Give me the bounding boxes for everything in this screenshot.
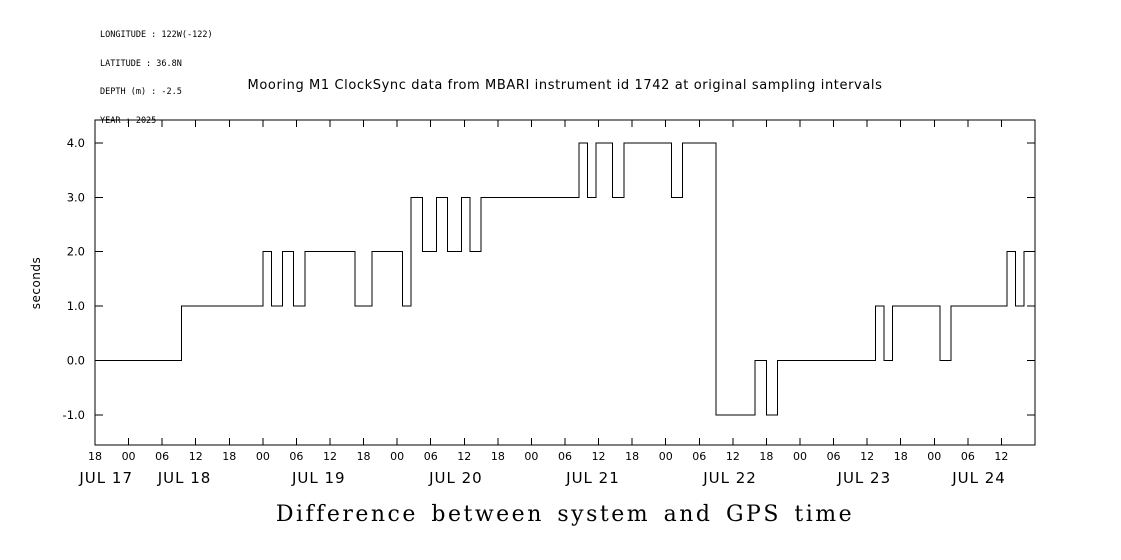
x-day-label: JUL 23 bbox=[837, 469, 892, 487]
x-tick-label: 00 bbox=[122, 450, 136, 463]
x-tick-label: 06 bbox=[155, 450, 169, 463]
x-tick-label: 06 bbox=[289, 450, 303, 463]
x-tick-label: 06 bbox=[961, 450, 975, 463]
x-day-label: JUL 22 bbox=[702, 469, 757, 487]
y-tick-label: -1.0 bbox=[63, 408, 85, 422]
x-tick-label: 12 bbox=[457, 450, 471, 463]
x-tick-label: 00 bbox=[256, 450, 270, 463]
clock-offset-step-line bbox=[95, 142, 1035, 416]
x-tick-label: 12 bbox=[189, 450, 203, 463]
x-tick-label: 00 bbox=[793, 450, 807, 463]
x-day-label: JUL 21 bbox=[565, 469, 620, 487]
plot-frame bbox=[94, 119, 1036, 446]
x-day-label: JUL 19 bbox=[291, 469, 346, 487]
info-latitude: LATITUDE : 36.8N bbox=[100, 58, 182, 69]
x-tick-label: 12 bbox=[860, 450, 874, 463]
y-tick-label: 1.0 bbox=[67, 299, 85, 313]
x-tick-label: 06 bbox=[692, 450, 706, 463]
x-day-label: JUL 24 bbox=[951, 469, 1006, 487]
x-tick-label: 18 bbox=[894, 450, 908, 463]
x-day-label: JUL 18 bbox=[157, 469, 212, 487]
y-tick-label: 4.0 bbox=[67, 136, 85, 150]
info-longitude: LONGITUDE : 122W(-122) bbox=[100, 30, 213, 40]
x-tick-label: 18 bbox=[491, 450, 505, 463]
x-day-label: JUL 17 bbox=[78, 469, 133, 487]
y-tick-label: 0.0 bbox=[67, 354, 85, 368]
chart-title: Mooring M1 ClockSync data from MBARI ins… bbox=[247, 78, 883, 93]
x-tick-label: 18 bbox=[625, 450, 639, 463]
x-tick-label: 12 bbox=[323, 450, 337, 463]
x-tick-label: 18 bbox=[759, 450, 773, 463]
x-tick-label: 06 bbox=[827, 450, 841, 463]
x-tick-label: 12 bbox=[726, 450, 740, 463]
x-tick-label: 12 bbox=[592, 450, 606, 463]
x-tick-label: 12 bbox=[994, 450, 1008, 463]
info-depth: DEPTH (m) : -2.5 bbox=[100, 87, 182, 97]
y-tick-label: 2.0 bbox=[67, 245, 85, 259]
x-tick-label: 18 bbox=[357, 450, 371, 463]
chart-caption: Difference between system and GPS time bbox=[275, 502, 855, 527]
x-tick-label: 18 bbox=[88, 450, 102, 463]
y-tick-label: 3.0 bbox=[67, 190, 85, 204]
x-tick-label: 00 bbox=[927, 450, 941, 463]
x-tick-label: 18 bbox=[222, 450, 236, 463]
x-tick-label: 06 bbox=[424, 450, 438, 463]
x-day-label: JUL 20 bbox=[428, 469, 483, 487]
x-tick-label: 00 bbox=[524, 450, 538, 463]
x-tick-label: 00 bbox=[659, 450, 673, 463]
x-tick-label: 00 bbox=[390, 450, 404, 463]
x-tick-label: 06 bbox=[558, 450, 572, 463]
